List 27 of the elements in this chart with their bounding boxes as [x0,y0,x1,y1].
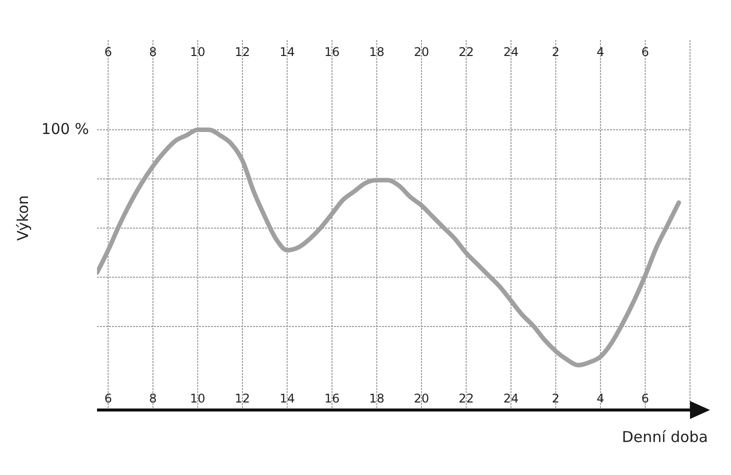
category-label: 18 [369,45,384,59]
category-label: 14 [280,45,295,59]
category-label: 22 [458,45,474,59]
category-label: 10 [190,45,206,59]
category-label: 24 [503,45,519,59]
x-tick-label: 22 [458,392,474,406]
category-label: 12 [234,45,250,59]
x-tick-label: 24 [503,392,519,406]
category-label: 20 [414,45,430,59]
x-tick-label: 8 [149,392,157,406]
category-label: 6 [641,45,650,59]
category-label: 8 [149,45,157,59]
x-tick-label: 18 [369,392,384,406]
x-tick-label: 12 [234,392,250,406]
y-axis-title: Výkon [14,195,32,241]
x-tick-label: 10 [190,392,206,406]
category-label: 16 [324,45,340,59]
text: 100 % [41,120,89,138]
x-axis-title: Denní doba [622,428,708,446]
x-tick-label: 20 [414,392,430,406]
x-tick-label: 2 [552,392,560,406]
x-tick-label: 14 [280,392,295,406]
category-label: 6 [104,45,112,59]
x-tick-label: 16 [324,392,340,406]
x-tick-label: 4 [596,392,604,406]
x-tick-label: 6 [104,392,112,406]
x-tick-label: 6 [641,392,650,406]
